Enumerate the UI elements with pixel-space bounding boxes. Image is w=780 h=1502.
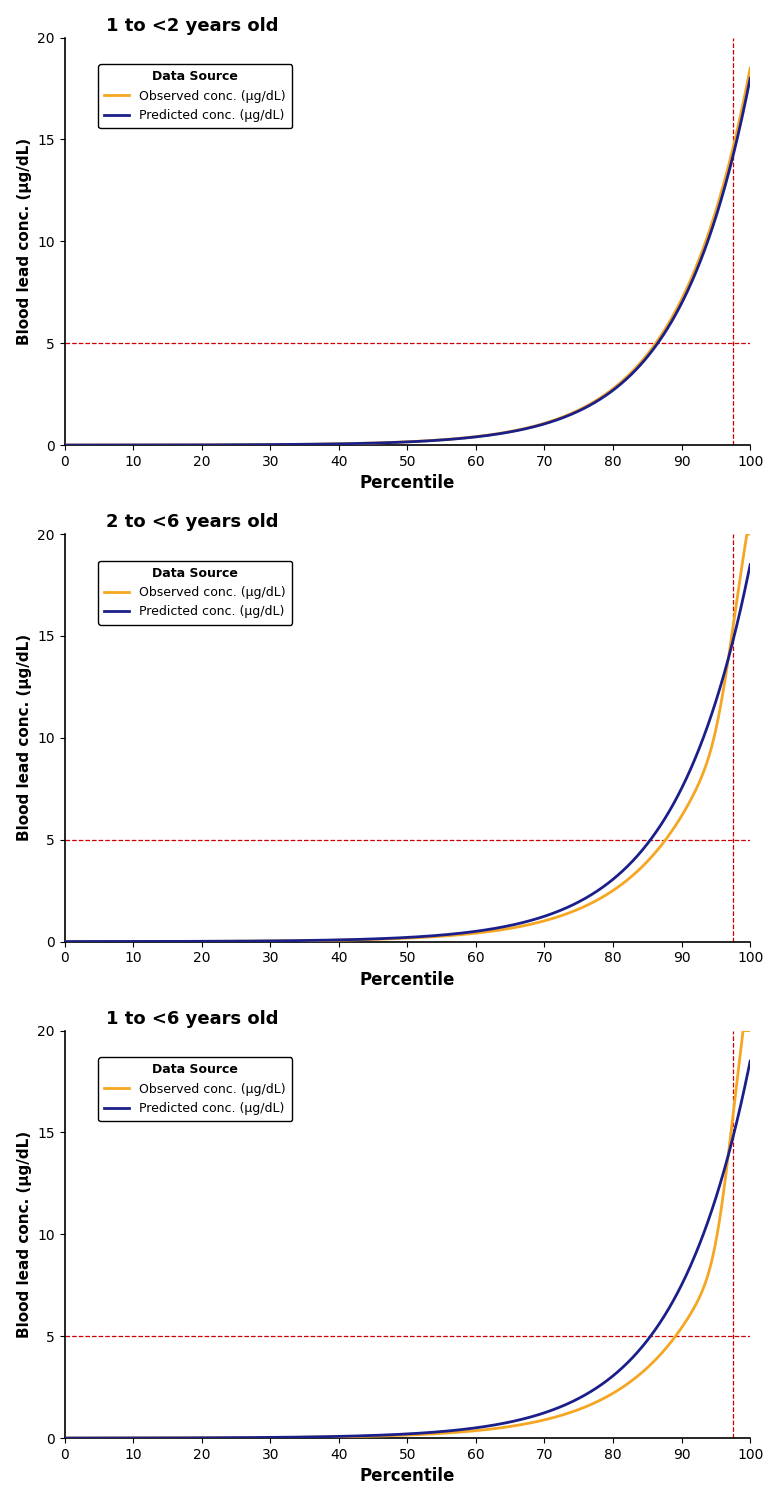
X-axis label: Percentile: Percentile bbox=[360, 970, 455, 988]
Text: 2 to <6 years old: 2 to <6 years old bbox=[106, 514, 278, 532]
Legend: Observed conc. (μg/dL), Predicted conc. (μg/dL): Observed conc. (μg/dL), Predicted conc. … bbox=[98, 1057, 292, 1120]
Legend: Observed conc. (μg/dL), Predicted conc. (μg/dL): Observed conc. (μg/dL), Predicted conc. … bbox=[98, 560, 292, 625]
Y-axis label: Blood lead conc. (μg/dL): Blood lead conc. (μg/dL) bbox=[16, 138, 32, 345]
Y-axis label: Blood lead conc. (μg/dL): Blood lead conc. (μg/dL) bbox=[16, 1131, 32, 1338]
Text: 1 to <6 years old: 1 to <6 years old bbox=[106, 1009, 278, 1027]
Y-axis label: Blood lead conc. (μg/dL): Blood lead conc. (μg/dL) bbox=[16, 634, 32, 841]
X-axis label: Percentile: Percentile bbox=[360, 475, 455, 493]
X-axis label: Percentile: Percentile bbox=[360, 1467, 455, 1485]
Text: 1 to <2 years old: 1 to <2 years old bbox=[106, 17, 278, 35]
Legend: Observed conc. (μg/dL), Predicted conc. (μg/dL): Observed conc. (μg/dL), Predicted conc. … bbox=[98, 65, 292, 128]
